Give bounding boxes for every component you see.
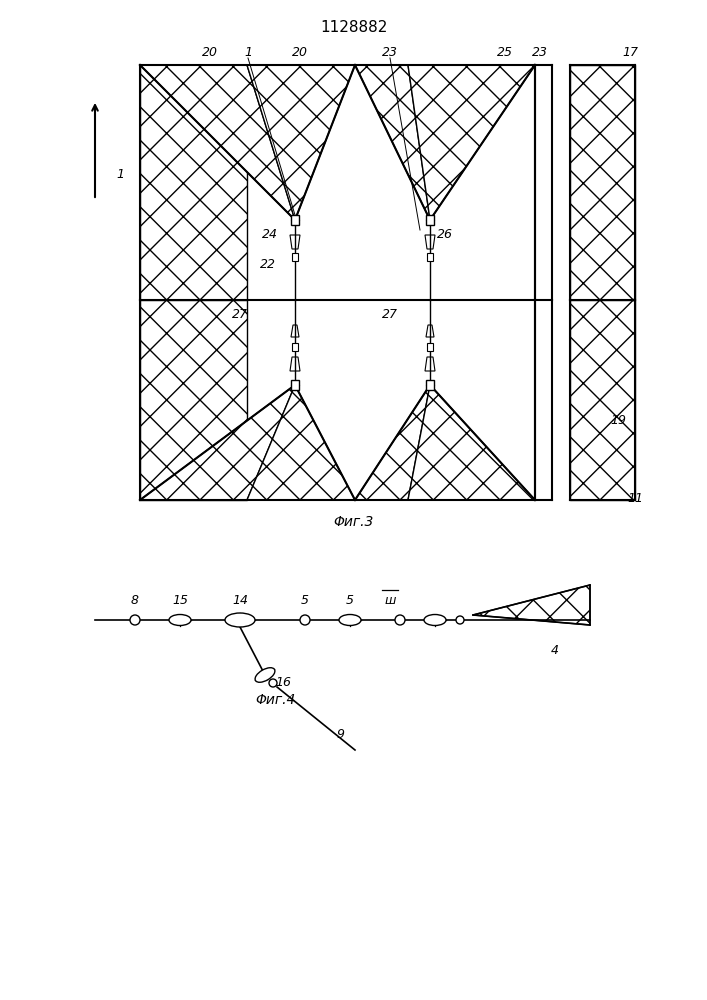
Text: 8: 8: [131, 593, 139, 606]
Text: 1: 1: [244, 45, 252, 58]
Text: 20: 20: [202, 45, 218, 58]
Polygon shape: [426, 325, 434, 337]
Text: 4: 4: [551, 644, 559, 656]
Text: 16: 16: [275, 676, 291, 690]
Text: 20: 20: [292, 45, 308, 58]
Bar: [292, 343, 298, 351]
Circle shape: [130, 615, 140, 625]
Ellipse shape: [255, 668, 275, 682]
Circle shape: [395, 615, 405, 625]
Bar: [426, 215, 434, 225]
Polygon shape: [290, 357, 300, 371]
Text: 27: 27: [232, 308, 248, 322]
Text: Φиг.3: Φиг.3: [334, 515, 374, 529]
Text: 9: 9: [336, 728, 344, 742]
Text: 1: 1: [116, 168, 124, 182]
Bar: [291, 215, 299, 225]
Text: 11: 11: [627, 491, 643, 504]
Bar: [427, 343, 433, 351]
Polygon shape: [570, 65, 635, 300]
Polygon shape: [140, 65, 247, 300]
Circle shape: [456, 616, 464, 624]
Bar: [292, 253, 298, 261]
Polygon shape: [355, 385, 430, 500]
Polygon shape: [247, 65, 355, 220]
Polygon shape: [291, 325, 299, 337]
Polygon shape: [425, 357, 435, 371]
Ellipse shape: [169, 614, 191, 626]
Ellipse shape: [424, 614, 446, 626]
Polygon shape: [425, 235, 435, 249]
Text: ш: ш: [384, 593, 396, 606]
Text: Φиг.4: Φиг.4: [255, 693, 296, 707]
Text: 27: 27: [382, 308, 398, 322]
Bar: [291, 380, 299, 390]
Polygon shape: [408, 385, 535, 500]
Polygon shape: [140, 385, 295, 500]
Text: 1128882: 1128882: [320, 20, 387, 35]
Text: 26: 26: [437, 229, 453, 241]
Polygon shape: [247, 385, 355, 500]
Text: 5: 5: [301, 593, 309, 606]
Polygon shape: [570, 300, 635, 500]
Polygon shape: [408, 65, 535, 220]
Polygon shape: [140, 300, 247, 500]
Text: 5: 5: [346, 593, 354, 606]
Circle shape: [269, 679, 277, 687]
Ellipse shape: [339, 614, 361, 626]
Polygon shape: [473, 585, 590, 625]
Polygon shape: [290, 235, 300, 249]
Bar: [427, 253, 433, 261]
Text: 15: 15: [172, 593, 188, 606]
Text: 19: 19: [610, 414, 626, 426]
Bar: [426, 380, 434, 390]
Text: 23: 23: [382, 45, 398, 58]
Polygon shape: [140, 65, 295, 220]
Text: 22: 22: [260, 258, 276, 271]
Ellipse shape: [225, 613, 255, 627]
Polygon shape: [355, 65, 430, 220]
Text: 25: 25: [497, 45, 513, 58]
Text: 23: 23: [532, 45, 548, 58]
Text: 24: 24: [262, 229, 278, 241]
Text: 14: 14: [232, 593, 248, 606]
Circle shape: [300, 615, 310, 625]
Text: 17: 17: [622, 45, 638, 58]
